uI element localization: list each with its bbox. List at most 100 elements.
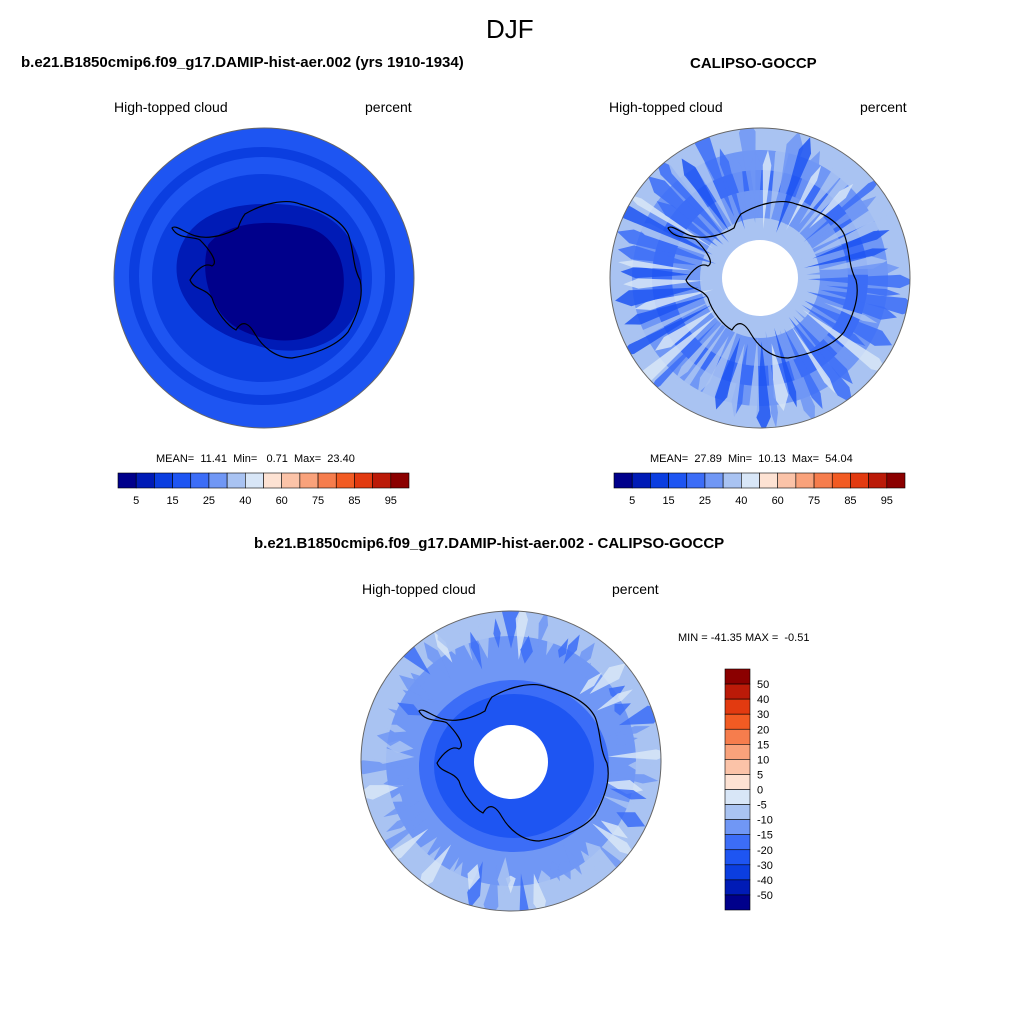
rays3-streak xyxy=(410,672,427,688)
rays2-streak xyxy=(689,146,737,234)
rays2-streak xyxy=(633,223,716,259)
rays2-streak xyxy=(623,278,703,289)
rays2-streak xyxy=(635,314,719,386)
panel3-polar-hole xyxy=(474,725,548,799)
panel3-colorbar-tick: 0 xyxy=(757,785,763,797)
rays2-streak xyxy=(794,309,855,364)
rays2-streak xyxy=(793,161,863,240)
panel1-map xyxy=(114,128,414,428)
rays2-streak xyxy=(803,176,883,242)
rays3-streak xyxy=(375,818,427,853)
rays2-streak xyxy=(676,320,731,398)
rays2-streak xyxy=(666,158,725,233)
panel3-colorbar-box-9 xyxy=(724,804,751,820)
panel2-colorbar-tick: 15 xyxy=(662,495,674,507)
panel3-colorbar-box-10 xyxy=(724,819,751,835)
rays2-streak xyxy=(823,302,878,324)
panel2-colorbar-box-14 xyxy=(868,472,888,489)
rays3-streak xyxy=(600,820,628,839)
rays2-streak xyxy=(807,274,910,289)
rays3-streak xyxy=(606,773,659,784)
rays3-streak xyxy=(435,856,460,900)
panel1-colorbar-box-4 xyxy=(190,472,210,489)
panel2-colorbar-box-11 xyxy=(813,472,833,489)
panel3-colorbar-tick: -30 xyxy=(757,860,773,872)
rays2-streak xyxy=(779,330,815,423)
rays2-streak xyxy=(697,335,729,394)
rays2-streak xyxy=(624,295,709,325)
rays2-streak xyxy=(788,316,853,404)
rays3-streak xyxy=(483,865,499,911)
panel2-colorbar-box-9 xyxy=(777,472,797,489)
rays3-streak xyxy=(537,611,549,648)
rays3-streak xyxy=(614,703,631,716)
rays2-streak xyxy=(826,285,901,297)
rays2-streak xyxy=(681,158,730,231)
rays2-streak xyxy=(647,321,718,394)
panel2-disk-edge xyxy=(609,127,911,429)
panel1-colorbar-tick: 15 xyxy=(166,495,178,507)
panel2-colorbar-box-12 xyxy=(831,472,851,489)
panel1-colorbar-box-9 xyxy=(281,472,301,489)
rays2-streak xyxy=(802,309,888,373)
panel2-units-label: percent xyxy=(860,99,907,115)
panel2-colorbar-tick: 85 xyxy=(844,495,856,507)
rays2-streak xyxy=(776,137,812,233)
rays2-streak xyxy=(748,337,760,426)
rays3-streak xyxy=(520,635,533,664)
rays2-streak xyxy=(618,260,692,271)
rays2-streak xyxy=(656,201,718,247)
panel1-colorbar-tick: 40 xyxy=(239,495,251,507)
rays3-streak xyxy=(418,844,452,891)
rays3-streak xyxy=(497,857,511,896)
rays3-streak xyxy=(386,828,429,864)
rays3-streak xyxy=(585,842,605,864)
panel3-colorbar-box-11 xyxy=(724,834,751,851)
panel3-colorbar-tick: -20 xyxy=(757,845,773,857)
rays3-streak xyxy=(467,863,480,891)
rays2-streak xyxy=(730,153,746,213)
rays2-streak xyxy=(812,230,890,259)
rays2-streak xyxy=(784,328,823,409)
panel3-colorbar-tick: -40 xyxy=(757,875,773,887)
rays2-streak xyxy=(784,150,821,226)
rays3-streak xyxy=(437,622,456,655)
panel3-colorbar-box-15 xyxy=(724,894,751,911)
panel1-colorbar-tick: 25 xyxy=(203,495,215,507)
rays2-streak xyxy=(810,199,901,251)
rays2-streak xyxy=(634,289,714,311)
rays3-streak xyxy=(616,812,646,828)
panel1-units-label: percent xyxy=(365,99,412,115)
rays3-streak xyxy=(628,759,655,772)
panel2-colorbar-box-5 xyxy=(704,472,724,489)
panel3-colorbar-tick: 10 xyxy=(757,754,769,766)
panel1-colorbar-box-14 xyxy=(372,472,392,489)
panel2-colorbar-box-1 xyxy=(631,472,651,489)
rays3-streak xyxy=(608,685,626,700)
panel3-colorbar-tick: 50 xyxy=(757,679,769,691)
panel3-colorbar-box-7 xyxy=(724,774,751,790)
rays3-streak xyxy=(575,642,595,671)
rays2-streak xyxy=(655,158,729,243)
panel1-colorbar-box-13 xyxy=(354,472,373,489)
panel3-colorbar-tick: -5 xyxy=(757,800,767,812)
panel1-colorbar-box-8 xyxy=(263,472,282,489)
rays3-streak xyxy=(607,749,661,760)
rays2-streak xyxy=(714,337,741,410)
rays3-streak xyxy=(533,873,546,911)
panel2-polar-hole xyxy=(722,240,798,316)
panel3-map xyxy=(361,611,661,911)
panel1-colorbar-box-0 xyxy=(117,472,137,489)
rays2-streak xyxy=(738,128,756,223)
panel3-colorbar-box-4 xyxy=(724,728,751,745)
panel3-colorbar-tick: -15 xyxy=(757,830,773,842)
panel1-stats: MEAN= 11.41 Min= 0.71 Max= 23.40 xyxy=(156,453,355,465)
panel1-colorbar-box-12 xyxy=(335,472,355,489)
rays3-streak xyxy=(383,800,422,818)
panel2-colorbar-box-8 xyxy=(759,472,778,489)
panel1-colorbar-box-6 xyxy=(226,472,246,489)
rays2-streak xyxy=(790,324,836,394)
panel3-colorbar-tick: -10 xyxy=(757,815,773,827)
rays3-streak xyxy=(579,672,603,695)
panel2-colorbar-tick: 75 xyxy=(808,495,820,507)
